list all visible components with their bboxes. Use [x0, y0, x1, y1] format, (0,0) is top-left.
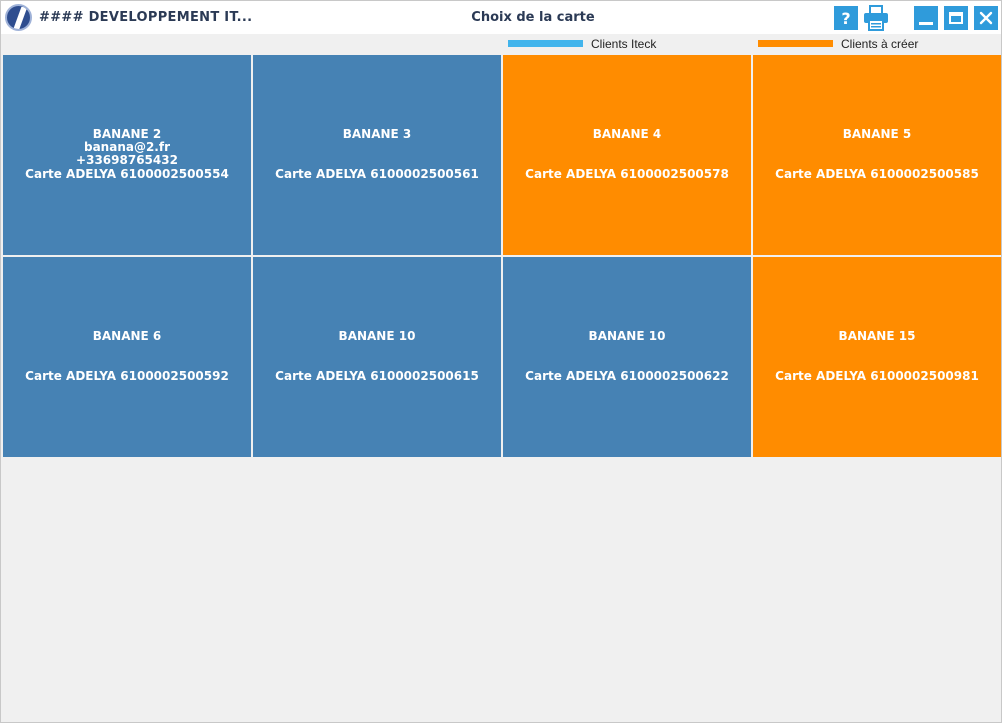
minimize-button[interactable] [914, 6, 938, 30]
card-tile[interactable]: BANANE 5 Carte ADELYA 6100002500585 [753, 55, 1001, 255]
card-client-name: BANANE 4 [592, 127, 662, 141]
card-number: Carte ADELYA 6100002500615 [275, 369, 479, 383]
card-tile[interactable]: BANANE 3 Carte ADELYA 6100002500561 [253, 55, 501, 255]
card-client-name: BANANE 2 [92, 127, 162, 141]
card-number: Carte ADELYA 6100002500578 [525, 167, 729, 181]
legend-swatch-iteck [508, 40, 583, 47]
card-tile[interactable]: BANANE 2 banana@2.fr +33698765432 Carte … [3, 55, 251, 255]
card-client-phone: +33698765432 [76, 153, 178, 167]
help-icon: ? [841, 8, 851, 28]
maximize-icon [949, 12, 963, 24]
minimize-icon [919, 22, 933, 25]
card-client-name: BANANE 3 [342, 127, 412, 141]
help-button[interactable]: ? [834, 6, 858, 30]
card-tile[interactable]: BANANE 10 Carte ADELYA 6100002500615 [253, 257, 501, 457]
app-logo-icon [5, 4, 32, 31]
close-button[interactable] [974, 6, 998, 30]
title-bar: #### DEVELOPPEMENT IT... Choix de la car… [1, 1, 1001, 34]
card-number: Carte ADELYA 6100002500561 [275, 167, 479, 181]
app-title: #### DEVELOPPEMENT IT... [39, 10, 253, 25]
card-number: Carte ADELYA 6100002500981 [775, 369, 979, 383]
printer-icon [864, 5, 888, 31]
card-number: Carte ADELYA 6100002500554 [25, 167, 229, 181]
card-client-name: BANANE 10 [338, 329, 416, 343]
print-button[interactable] [863, 5, 889, 31]
window-title: Choix de la carte [471, 10, 595, 25]
card-client-email: banana@2.fr [83, 140, 170, 154]
card-grid: BANANE 2 banana@2.fr +33698765432 Carte … [3, 55, 1001, 457]
maximize-button[interactable] [944, 6, 968, 30]
legend-label-iteck: Clients Iteck [591, 37, 657, 51]
legend-swatch-to-create [758, 40, 833, 47]
card-number: Carte ADELYA 6100002500592 [25, 369, 229, 383]
card-client-name: BANANE 5 [842, 127, 912, 141]
legend: Clients Iteck Clients à créer [1, 35, 1001, 53]
card-tile[interactable]: BANANE 4 Carte ADELYA 6100002500578 [503, 55, 751, 255]
close-icon [979, 11, 993, 25]
card-number: Carte ADELYA 6100002500585 [775, 167, 979, 181]
card-client-name: BANANE 6 [92, 329, 162, 343]
card-client-name: BANANE 15 [838, 329, 916, 343]
card-tile[interactable]: BANANE 6 Carte ADELYA 6100002500592 [3, 257, 251, 457]
card-client-name: BANANE 10 [588, 329, 666, 343]
card-tile[interactable]: BANANE 10 Carte ADELYA 6100002500622 [503, 257, 751, 457]
card-number: Carte ADELYA 6100002500622 [525, 369, 729, 383]
card-tile[interactable]: BANANE 15 Carte ADELYA 6100002500981 [753, 257, 1001, 457]
legend-label-to-create: Clients à créer [841, 37, 919, 51]
